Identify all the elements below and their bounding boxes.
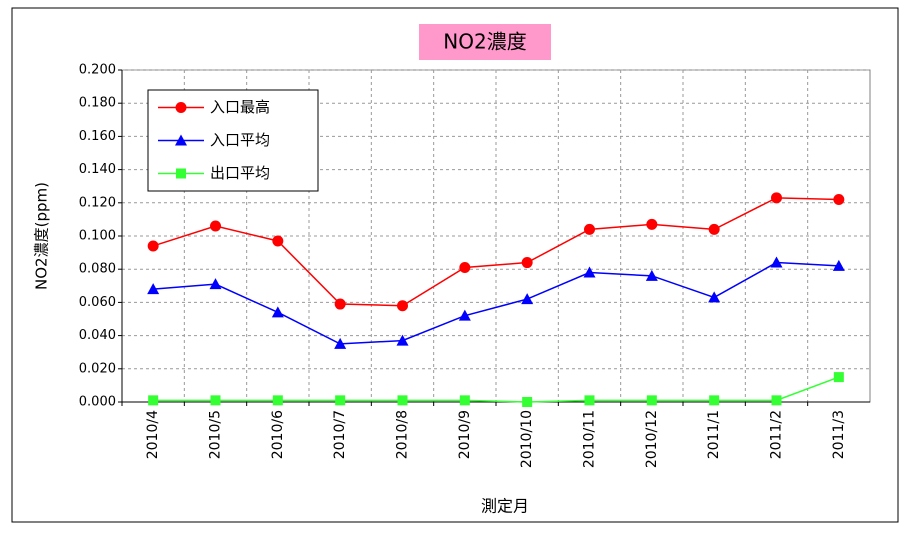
x-tick-label: 2010/7 xyxy=(332,410,348,459)
data-point xyxy=(147,240,159,252)
data-point xyxy=(521,257,533,269)
series-line xyxy=(153,261,839,345)
data-point xyxy=(210,220,221,232)
x-axis-label: 測定月 xyxy=(481,497,529,516)
y-tick-label: 0.060 xyxy=(79,295,116,310)
y-tick-label: 0.200 xyxy=(79,63,116,78)
x-tick-label: 2011/3 xyxy=(831,410,847,459)
series-line xyxy=(153,376,840,403)
data-point xyxy=(334,298,346,310)
data-point xyxy=(521,293,534,305)
x-tick-label: 2010/10 xyxy=(519,410,535,468)
data-point xyxy=(459,395,470,406)
y-tick-label: 0.120 xyxy=(79,195,116,210)
x-tick-label: 2011/1 xyxy=(706,410,722,459)
title-box xyxy=(419,24,551,60)
legend-marker xyxy=(176,168,186,179)
data-point xyxy=(272,395,283,406)
data-point xyxy=(645,269,658,281)
data-point xyxy=(646,218,658,230)
x-tick-label: 2010/6 xyxy=(270,410,286,459)
data-point xyxy=(522,397,533,407)
x-tick-label: 2011/2 xyxy=(769,410,785,459)
data-point xyxy=(709,395,720,406)
y-tick-label: 0.020 xyxy=(79,361,116,376)
chart-title: NO2濃度 xyxy=(443,30,526,54)
y-tick-label: 0.180 xyxy=(79,96,116,111)
legend-marker xyxy=(175,102,187,113)
data-point xyxy=(335,395,346,406)
x-tick-label: 2010/8 xyxy=(395,410,411,459)
data-point xyxy=(708,291,721,303)
data-point xyxy=(646,395,657,406)
data-point xyxy=(584,395,595,406)
data-point xyxy=(148,395,159,406)
data-point xyxy=(459,262,471,274)
legend-label: 入口平均 xyxy=(210,131,270,149)
data-point xyxy=(210,395,221,406)
data-point xyxy=(584,223,595,235)
y-tick-label: 0.160 xyxy=(79,129,116,144)
y-tick-label: 0.080 xyxy=(79,262,116,277)
y-tick-label: 0.140 xyxy=(79,162,116,177)
data-point xyxy=(770,256,783,268)
data-point xyxy=(271,306,284,318)
data-point xyxy=(458,309,471,321)
data-point xyxy=(396,334,409,346)
data-point xyxy=(147,283,160,295)
x-tick-label: 2010/12 xyxy=(644,410,660,468)
data-point xyxy=(771,192,782,204)
series-line xyxy=(152,197,839,307)
data-point xyxy=(832,259,845,271)
x-tick-label: 2010/11 xyxy=(582,410,598,468)
y-tick-label: 0.040 xyxy=(79,328,116,343)
data-point xyxy=(771,395,782,406)
data-point xyxy=(833,193,845,205)
y-tick-label: 0.100 xyxy=(79,229,116,244)
y-axis-label: NO2濃度(ppm) xyxy=(33,182,51,290)
data-point xyxy=(334,337,347,349)
x-tick-label: 2010/9 xyxy=(457,410,473,459)
data-point xyxy=(833,372,844,383)
legend-label: 入口最高 xyxy=(210,98,270,116)
data-point xyxy=(209,278,222,290)
data-point xyxy=(397,395,408,406)
legend-label: 出口平均 xyxy=(210,164,270,182)
data-point xyxy=(272,235,284,247)
x-tick-label: 2010/4 xyxy=(145,410,161,459)
y-tick-label: 0.000 xyxy=(79,395,116,410)
data-point xyxy=(708,223,720,235)
legend-marker xyxy=(175,134,187,146)
data-point xyxy=(397,300,408,312)
data-point xyxy=(583,266,596,278)
x-tick-label: 2010/5 xyxy=(208,410,224,459)
